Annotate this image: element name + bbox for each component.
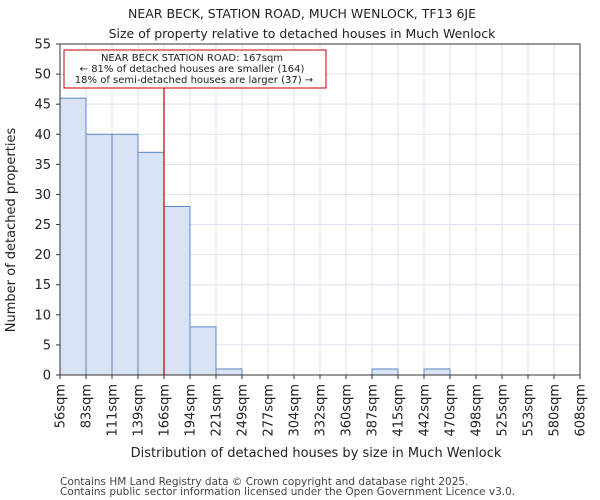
x-tick-label: 166sqm [158, 384, 173, 437]
y-tick-label: 25 [34, 218, 51, 233]
y-tick-label: 40 [34, 128, 51, 143]
x-tick-label: 304sqm [288, 384, 303, 437]
x-tick-label: 608sqm [574, 384, 589, 437]
x-tick-label: 498sqm [470, 384, 485, 437]
bar-194sqm [189, 326, 217, 376]
bar-166sqm [163, 205, 191, 376]
bars [59, 97, 451, 376]
y-tick-label: 5 [43, 338, 51, 353]
bar-139sqm [137, 151, 165, 376]
x-tick-label: 415sqm [392, 384, 407, 437]
x-tick-label: 249sqm [236, 384, 251, 437]
x-tick-label: 387sqm [366, 384, 381, 437]
x-tick-label: 139sqm [132, 384, 147, 437]
y-tick-label: 30 [34, 188, 51, 203]
y-axis-ticks: 0 5 10 15 20 25 30 35 40 45 50 55 [34, 38, 60, 384]
bar-56sqm [59, 97, 87, 376]
x-tick-label: 111sqm [106, 384, 121, 437]
x-tick-label: 360sqm [340, 384, 355, 437]
annotation-line2: ← 81% of detached houses are smaller (16… [80, 64, 305, 75]
x-tick-label: 553sqm [522, 384, 537, 437]
bar-221sqm [215, 368, 243, 376]
x-tick-label: 525sqm [496, 384, 511, 437]
y-tick-label: 0 [43, 369, 51, 384]
y-axis-label: Number of detached properties [4, 128, 19, 333]
y-tick-label: 55 [34, 38, 51, 53]
y-tick-label: 35 [34, 158, 51, 173]
bar-111sqm [111, 133, 139, 376]
x-tick-label: 83sqm [80, 384, 95, 428]
x-tick-label: 442sqm [418, 384, 433, 437]
annotation-line3: 18% of semi-detached houses are larger (… [75, 75, 313, 86]
annotation-box: NEAR BECK STATION ROAD: 167sqm ← 81% of … [63, 49, 327, 89]
footer-line2: Contains public sector information licen… [60, 486, 515, 498]
x-tick-label: 332sqm [314, 384, 329, 437]
footer-line1: Contains HM Land Registry data © Crown c… [60, 476, 468, 488]
annotation-line1: NEAR BECK STATION ROAD: 167sqm [101, 53, 283, 64]
y-tick-label: 10 [34, 308, 51, 323]
y-tick-label: 50 [34, 68, 51, 83]
y-tick-label: 20 [34, 248, 51, 263]
x-tick-label: 580sqm [548, 384, 563, 437]
x-axis-label: Distribution of detached houses by size … [131, 446, 502, 461]
annotation-frame [63, 49, 327, 89]
y-tick-label: 45 [34, 98, 51, 113]
x-axis-ticks: 56sqm 83sqm 111sqm 139sqm 166sqm 194sqm 221sqm… [54, 375, 589, 437]
bar-387sqm [371, 368, 399, 376]
y-tick-label: 15 [34, 278, 51, 293]
x-tick-label: 277sqm [262, 384, 277, 437]
x-tick-label: 194sqm [184, 384, 199, 437]
x-tick-label: 56sqm [54, 384, 69, 428]
x-tick-label: 221sqm [210, 384, 225, 437]
bar-83sqm [85, 133, 113, 376]
chart-title-line1: NEAR BECK, STATION ROAD, MUCH WENLOCK, T… [128, 6, 476, 21]
x-tick-label: 470sqm [444, 384, 459, 437]
chart-title-line2: Size of property relative to detached ho… [109, 26, 497, 41]
bar-442sqm [423, 368, 451, 376]
